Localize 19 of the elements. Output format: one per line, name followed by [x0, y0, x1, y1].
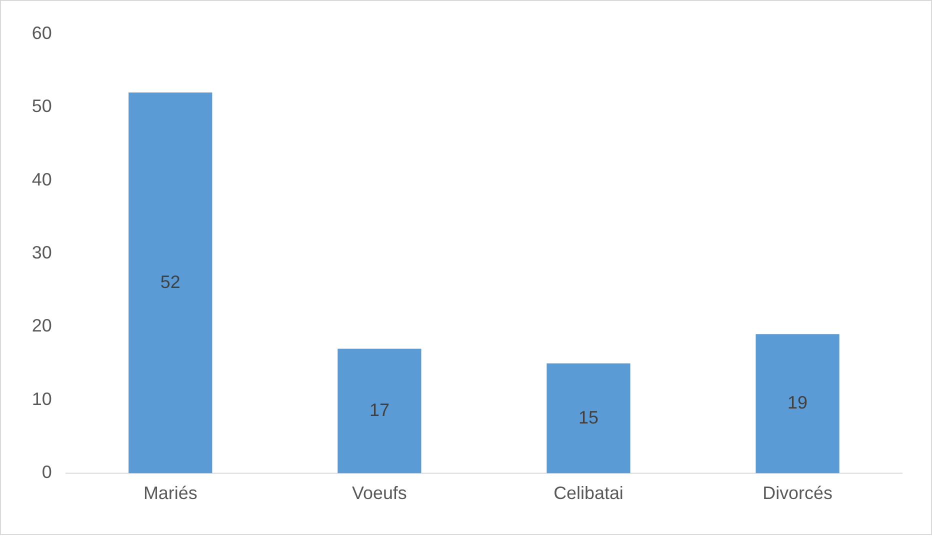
x-tick-label: Divorcés [762, 482, 832, 503]
x-tick-label: Voeufs [352, 482, 407, 503]
data-label: 17 [369, 400, 390, 420]
x-tick-label: Celibatai [554, 482, 624, 503]
bar [546, 363, 630, 474]
y-tick-label: 10 [32, 388, 52, 409]
bar [128, 92, 212, 474]
bar [338, 348, 422, 474]
y-tick-label: 40 [32, 169, 52, 190]
y-tick-label: 0 [42, 462, 52, 482]
data-label: 19 [788, 392, 808, 413]
y-tick-label: 20 [32, 316, 52, 336]
data-label: 52 [160, 272, 180, 292]
data-label: 15 [578, 407, 598, 428]
y-tick-label: 30 [32, 242, 52, 262]
x-tick-label: Mariés [143, 482, 198, 503]
bar [756, 334, 840, 474]
y-tick-label: 50 [32, 96, 52, 116]
y-tick-label: 60 [32, 22, 52, 43]
